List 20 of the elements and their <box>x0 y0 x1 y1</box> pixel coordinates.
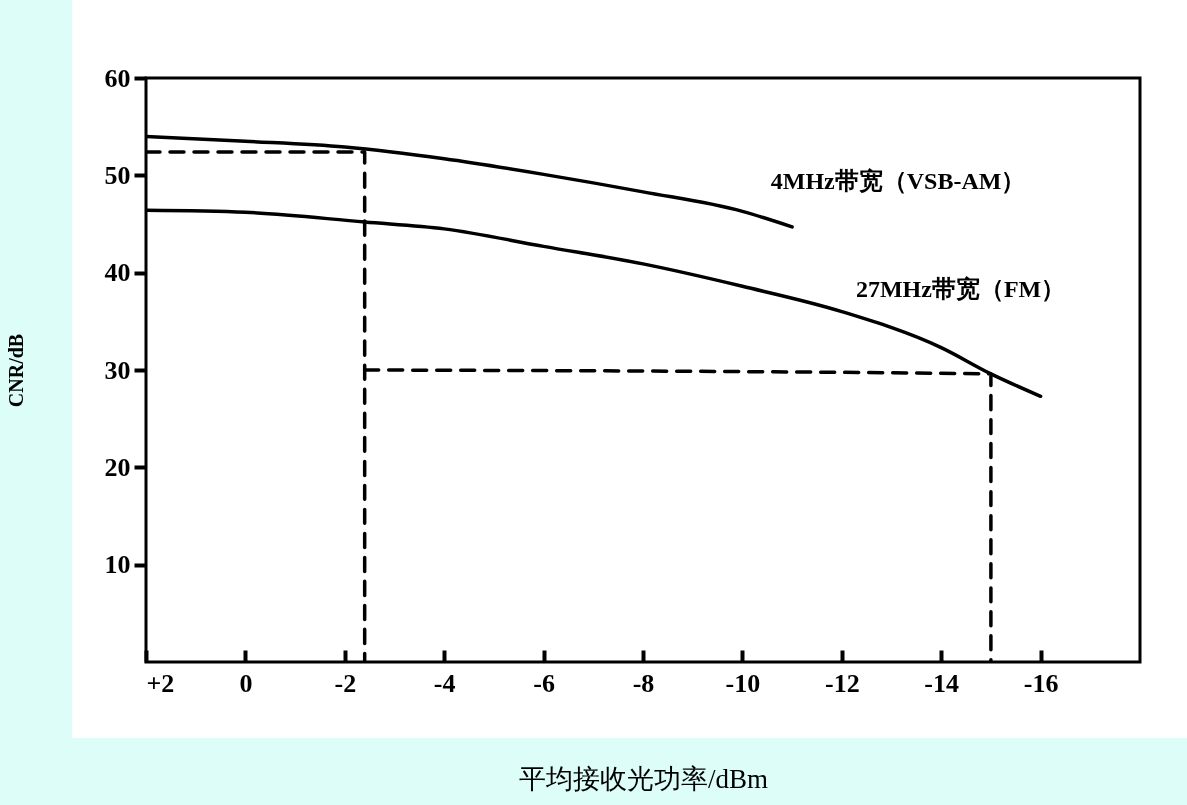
series-label: 4MHz带宽（VSB-AM） <box>770 167 1026 194</box>
x-tick-label: -4 <box>433 668 456 698</box>
x-tick-label: -6 <box>533 668 555 698</box>
y-axis-title: CNR/dB <box>4 333 27 408</box>
x-tick-label: -12 <box>824 668 860 698</box>
x-tick-label: -14 <box>924 668 960 698</box>
x-tick-label: -16 <box>1023 668 1059 698</box>
y-tick-label: 50 <box>104 160 131 190</box>
y-tick-label: 40 <box>104 258 131 288</box>
x-tick-label: 0 <box>239 668 253 698</box>
y-tick-label: 30 <box>104 355 131 385</box>
y-tick-label: 60 <box>104 63 131 93</box>
series-label: 27MHz带宽（FM） <box>855 276 1066 303</box>
x-tick-label: -8 <box>632 668 655 698</box>
x-tick-label: -2 <box>334 668 357 698</box>
x-axis-title: 平均接收光功率/dBm <box>518 763 769 794</box>
y-tick-label: 20 <box>104 452 131 482</box>
x-tick-label: -10 <box>725 668 761 698</box>
x-tick-label: +2 <box>146 668 175 698</box>
y-tick-label: 10 <box>104 550 131 580</box>
